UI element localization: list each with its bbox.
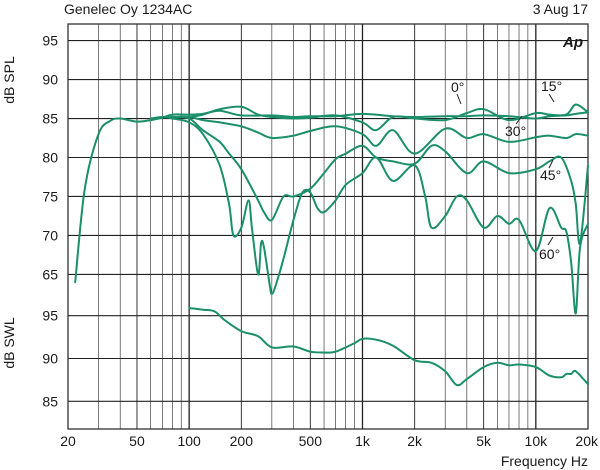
spl-series-line-1 [188,103,589,132]
spl-series-line-3 [161,115,589,245]
response-curves [74,103,589,387]
spl-tick-label: 95 [42,33,58,49]
spl-series-line-2 [171,115,589,155]
spl-tick-label: 90 [42,72,58,88]
swl-tick-label: 90 [42,351,58,367]
spl-tick-label: 70 [42,227,58,243]
x-axis-label: Frequency Hz [501,453,588,469]
x-tick-label: 100 [177,433,201,449]
spl-axis-label: dB SPL [1,56,17,104]
swl-axis-label: dB SWL [1,317,17,369]
spl-tick-label: 80 [42,150,58,166]
x-tick-label: 10k [525,433,549,449]
x-tick-label: 50 [129,433,145,449]
x-tick-label: 500 [299,433,323,449]
annotation-60-deg: 60° [539,246,560,262]
grid-lines [68,24,588,429]
x-tick-label: 1k [355,433,371,449]
x-tick-label: 200 [230,433,254,449]
swl-tick-label: 95 [42,308,58,324]
ap-logo: Ap [562,34,583,51]
annotation-leaders [456,93,555,246]
tick-labels: 65 70 75 80 85 90 95 85 90 95 20 50 100 200 500 1k 2k 5k 1… [42,33,599,449]
spl-tick-label: 65 [42,266,58,282]
annotation-0-deg: 0° [451,79,464,95]
header-left: Genelec Oy 1234AC [64,1,192,17]
header-right: 3 Aug 17 [533,1,588,17]
annotation-45-deg: 45° [540,167,561,183]
swl-series-line-0 [188,307,589,387]
spl-tick-label: 75 [42,188,58,204]
x-tick-label: 2k [407,433,423,449]
annotation-15-deg: 15° [541,78,562,94]
x-tick-label: 5k [476,433,492,449]
x-tick-label: 20k [575,433,599,449]
annotation-30-deg: 30° [505,123,526,139]
swl-tick-label: 85 [42,393,58,409]
spl-tick-label: 85 [42,111,58,127]
spl-series-line-0 [74,109,589,284]
x-tick-label: 20 [60,433,76,449]
spl-series-line-4 [149,116,589,315]
plot-frame [67,23,589,430]
